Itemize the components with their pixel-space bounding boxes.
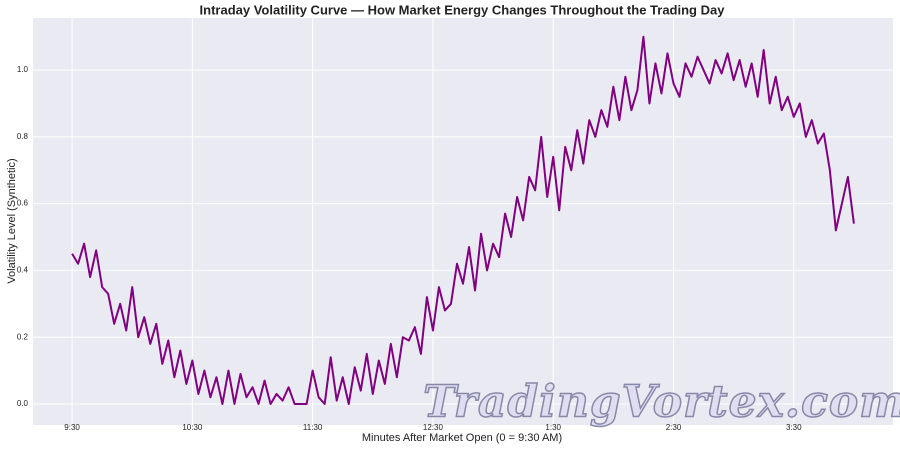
y-tick-label: 0.6 xyxy=(17,199,29,208)
y-tick-label: 0.0 xyxy=(17,399,29,408)
series-line xyxy=(71,35,855,405)
y-axis-label: Volatility Level (Synthetic) xyxy=(6,158,18,283)
grid xyxy=(33,18,893,425)
x-tick-label: 1:30 xyxy=(545,423,561,432)
x-tick-label: 2:30 xyxy=(666,423,682,432)
x-tick-label: 11:30 xyxy=(303,423,323,432)
plot-area xyxy=(33,18,893,425)
chart-title: Intraday Volatility Curve — How Market E… xyxy=(200,2,726,17)
y-tick-label: 0.8 xyxy=(17,132,29,141)
lines xyxy=(71,35,855,405)
x-axis-label: Minutes After Market Open (0 = 9:30 AM) xyxy=(362,432,562,444)
x-tick-label: 3:30 xyxy=(786,423,802,432)
y-tick-label: 1.0 xyxy=(17,65,29,74)
watermark: TradingVortex.com xyxy=(423,377,900,428)
x-tick-label: 12:30 xyxy=(423,423,444,432)
x-tick-label: 9:30 xyxy=(64,423,80,432)
x-tick-label: 10:30 xyxy=(182,423,203,432)
y-tick-label: 0.4 xyxy=(17,266,29,275)
y-tick-label: 0.2 xyxy=(17,332,29,341)
